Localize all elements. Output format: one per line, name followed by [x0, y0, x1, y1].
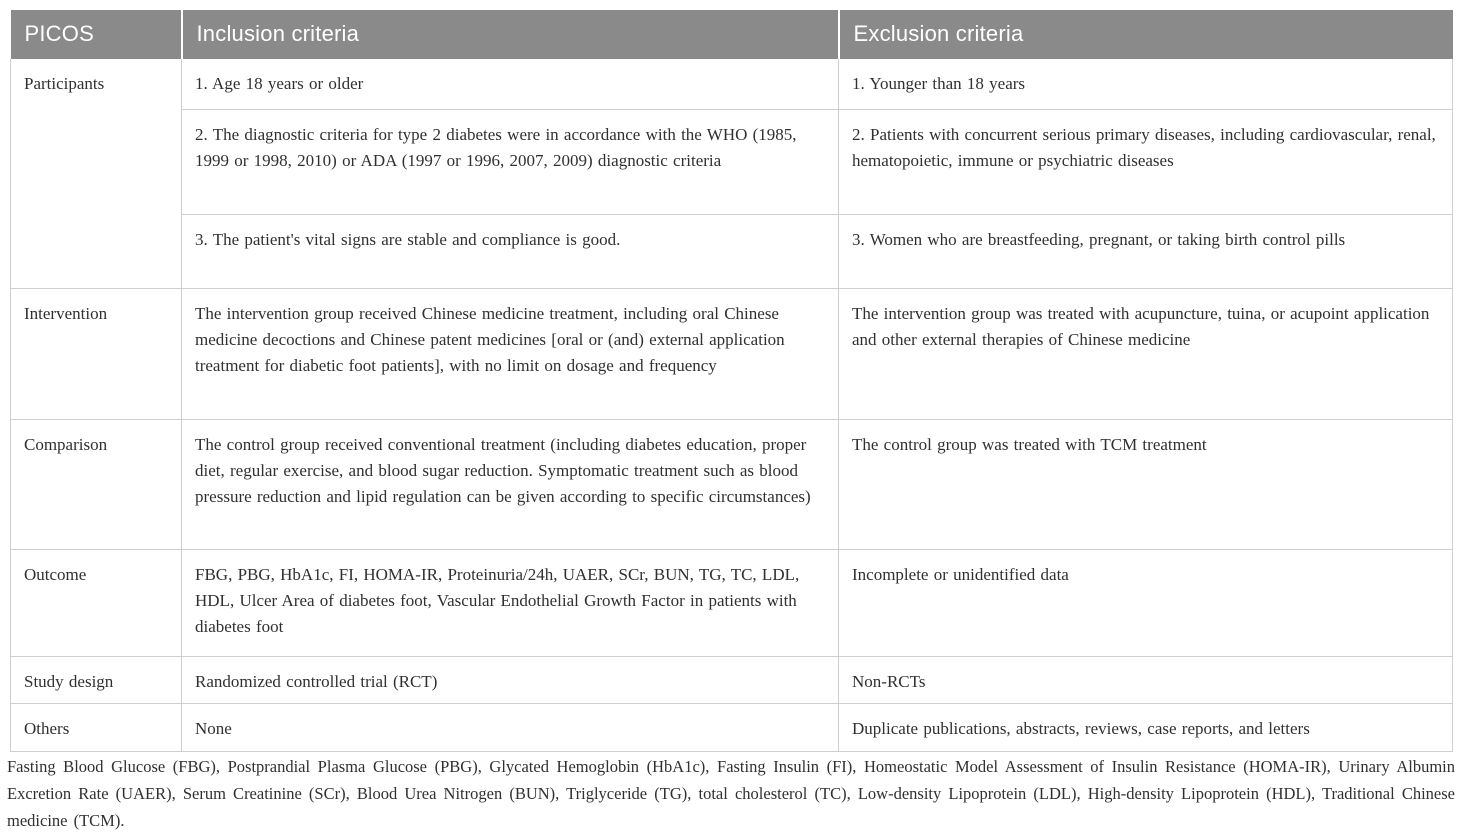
category-cell-outcome: Outcome — [10, 548, 182, 657]
exclusion-cell-participants-2: 2. Patients with concurrent serious prim… — [838, 108, 1453, 215]
header-cell-picos: PICOS — [10, 10, 182, 59]
table-footnote: Fasting Blood Glucose (FBG), Postprandia… — [7, 757, 1455, 830]
table-row: 2. The diagnostic criteria for type 2 di… — [11, 108, 1453, 215]
category-cell-comparison: Comparison — [10, 418, 182, 550]
inclusion-cell-comparison: The control group received conventional … — [181, 418, 839, 550]
inclusion-cell-study-design: Randomized controlled trial (RCT) — [181, 655, 839, 704]
table-row: Outcome FBG, PBG, HbA1c, FI, HOMA-IR, Pr… — [10, 548, 1453, 657]
exclusion-cell-study-design: Non-RCTs — [838, 655, 1453, 704]
table-row: Study design Randomized controlled trial… — [10, 655, 1453, 704]
exclusion-cell-participants-3: 3. Women who are breastfeeding, pregnant… — [838, 213, 1453, 289]
inclusion-cell-participants-2: 2. The diagnostic criteria for type 2 di… — [181, 108, 839, 215]
inclusion-cell-intervention: The intervention group received Chinese … — [181, 287, 839, 420]
table-row: Comparison The control group received co… — [10, 418, 1453, 550]
table-row: Participants 1. Age 18 years or older 1.… — [10, 59, 1453, 289]
header-cell-inclusion: Inclusion criteria — [180, 10, 839, 59]
inclusion-cell-outcome: FBG, PBG, HbA1c, FI, HOMA-IR, Proteinuri… — [181, 548, 839, 657]
exclusion-cell-others: Duplicate publications, abstracts, revie… — [838, 702, 1453, 752]
table-row: Intervention The intervention group rece… — [10, 287, 1453, 420]
table-row: 3. The patient's vital signs are stable … — [11, 213, 1453, 289]
inclusion-cell-others: None — [181, 702, 839, 752]
exclusion-cell-comparison: The control group was treated with TCM t… — [838, 418, 1453, 550]
category-cell-study-design: Study design — [10, 655, 182, 704]
inclusion-cell-participants-3: 3. The patient's vital signs are stable … — [181, 213, 839, 289]
category-cell-others: Others — [10, 702, 182, 752]
table-row: Others None Duplicate publications, abst… — [10, 702, 1453, 752]
category-cell-participants: Participants — [10, 59, 182, 289]
picos-criteria-table: PICOS Inclusion criteria Exclusion crite… — [10, 10, 1453, 752]
table-header-row: PICOS Inclusion criteria Exclusion crite… — [10, 10, 1453, 59]
exclusion-cell-outcome: Incomplete or unidentified data — [838, 548, 1453, 657]
exclusion-cell-intervention: The intervention group was treated with … — [838, 287, 1453, 420]
inclusion-cell-participants-1: 1. Age 18 years or older — [181, 59, 839, 110]
category-cell-intervention: Intervention — [10, 287, 182, 420]
exclusion-cell-participants-1: 1. Younger than 18 years — [838, 59, 1453, 110]
header-cell-exclusion: Exclusion criteria — [837, 10, 1453, 59]
